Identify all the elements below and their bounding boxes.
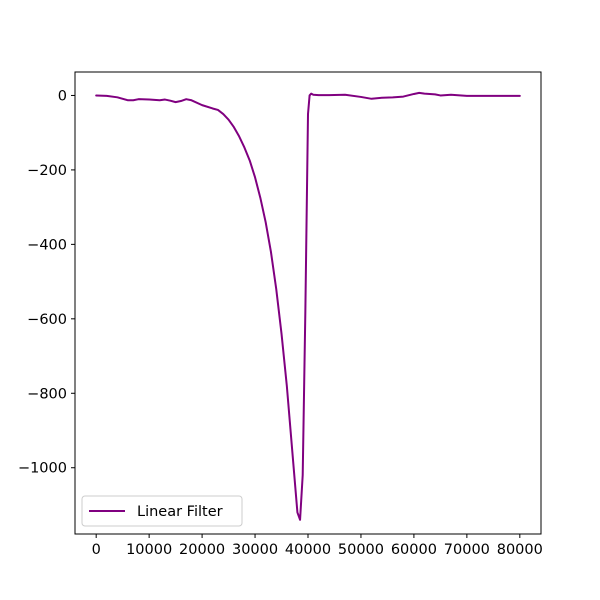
x-tick-label: 20000 <box>179 542 225 558</box>
y-tick-label: −800 <box>27 386 67 402</box>
plot-area <box>95 91 521 521</box>
legend: Linear Filter <box>81 495 243 527</box>
legend-label-linear-filter: Linear Filter <box>137 504 223 520</box>
axis-ticks: 0 10000 20000 30000 40000 50000 60000 70000 8000… <box>18 88 543 558</box>
x-tick-label: 50000 <box>338 542 384 558</box>
legend-box <box>81 495 243 527</box>
x-tick-label: 10000 <box>126 542 172 558</box>
x-tick-label: 60000 <box>391 542 437 558</box>
y-tick-label: 0 <box>58 88 67 104</box>
series-line-0 <box>95 91 521 521</box>
y-tick-label: −400 <box>27 237 67 253</box>
x-tick-label: 80000 <box>497 542 543 558</box>
y-tick-label: −1000 <box>18 461 67 477</box>
x-tick-label: 30000 <box>232 542 278 558</box>
y-tick-label: −600 <box>27 312 67 328</box>
x-tick-label: 40000 <box>285 542 331 558</box>
axes-frame <box>74 71 542 535</box>
x-tick-label: 70000 <box>444 542 490 558</box>
y-tick-label: −200 <box>27 163 67 179</box>
x-tick-label: 0 <box>92 542 101 558</box>
